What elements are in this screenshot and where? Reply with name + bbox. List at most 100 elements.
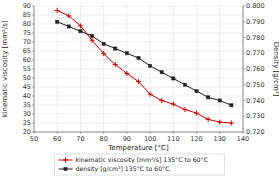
y2-tick-label: 0.760: [246, 65, 265, 73]
point: [124, 71, 129, 76]
point: [114, 47, 117, 50]
point: [101, 51, 106, 56]
point: [206, 117, 211, 122]
y-tick: [32, 33, 34, 34]
legend-marker: [63, 158, 68, 163]
point: [229, 121, 234, 126]
y2-tick-label: 0.770: [246, 49, 265, 57]
y-tick: [32, 123, 34, 124]
legend-entry: kinematic viscosity [mm²/s] 135°C to 60°…: [76, 156, 208, 164]
point: [207, 96, 210, 99]
y-tick-label: 65: [23, 47, 31, 55]
y-tick: [32, 24, 34, 25]
grid-line-y: [34, 87, 243, 88]
chart: 5060708090100110120130140202530354045505…: [0, 0, 279, 180]
grid-line-y: [34, 24, 243, 25]
y-tick: [32, 15, 34, 16]
y-tick: [32, 105, 34, 106]
x-tick-label: 70: [76, 135, 84, 143]
y2-tick-label: 0.720: [246, 128, 265, 136]
x-tick-label: 120: [190, 135, 202, 143]
grid-line-y: [34, 42, 243, 43]
y-tick: [32, 78, 34, 79]
point: [182, 107, 187, 112]
grid: [34, 6, 243, 132]
x-tick-label: 90: [123, 135, 131, 143]
x-tick-label: 80: [100, 135, 108, 143]
series: [55, 8, 234, 126]
series-line: [57, 11, 231, 124]
y-tick-label: 75: [23, 29, 31, 37]
point: [67, 25, 70, 28]
grid-line-y: [34, 105, 243, 106]
x-tick-label: 110: [167, 135, 179, 143]
point: [195, 89, 198, 92]
y-tick: [32, 69, 34, 70]
grid-line-y: [34, 123, 243, 124]
point: [171, 102, 176, 107]
y2-tick-label: 0.730: [246, 112, 265, 120]
y-tick-label: 50: [23, 74, 31, 82]
y2-tick: [243, 132, 245, 133]
y-tick-label: 35: [23, 101, 31, 109]
grid-line-y: [34, 96, 243, 97]
data: [55, 8, 234, 126]
point: [148, 92, 153, 97]
y2-tick-label: 0.740: [246, 97, 265, 105]
x-tick-label: 60: [53, 135, 61, 143]
legend-box: [55, 154, 225, 175]
y2-tick: [243, 69, 245, 70]
point: [217, 120, 222, 125]
y-tick-label: 70: [23, 38, 31, 46]
y-tick: [32, 60, 34, 61]
x-tick: [80, 132, 81, 134]
x-tick-label: 100: [144, 135, 156, 143]
y-tick-label: 90: [23, 2, 31, 10]
axes: 5060708090100110120130140202530354045505…: [23, 2, 265, 143]
point: [160, 71, 163, 74]
grid-line-y: [34, 33, 243, 34]
y2-tick-label: 0.780: [246, 34, 265, 42]
point: [230, 104, 233, 107]
series-line: [57, 22, 231, 105]
grid-line-y: [34, 51, 243, 52]
y-tick-label: 80: [23, 20, 31, 28]
y2-tick: [243, 21, 245, 22]
point: [56, 20, 59, 23]
x-axis-line: [34, 132, 243, 133]
point: [79, 30, 82, 33]
y-tick-label: 85: [23, 11, 31, 19]
point: [159, 98, 164, 103]
y-tick: [32, 114, 34, 115]
grid-line-y: [34, 78, 243, 79]
y-tick-label: 40: [23, 92, 31, 100]
y2-tick-label: 0.750: [246, 81, 265, 89]
y-tick-label: 30: [23, 110, 31, 118]
point: [113, 62, 118, 67]
y-tick-label: 60: [23, 56, 31, 64]
x-tick: [126, 132, 127, 134]
series: [56, 20, 233, 107]
point: [149, 64, 152, 67]
grid-line-y: [34, 114, 243, 115]
grid-line-y: [34, 6, 243, 7]
x-tick: [173, 132, 174, 134]
legend: kinematic viscosity [mm²/s] 135°C to 60°…: [55, 154, 225, 175]
legend-marker: [64, 167, 67, 170]
y2-tick: [243, 100, 245, 101]
y2-tick: [243, 116, 245, 117]
y-tick-label: 20: [23, 128, 31, 136]
point: [55, 8, 60, 13]
point: [90, 38, 95, 43]
y-tick: [32, 132, 34, 133]
x-tick: [196, 132, 197, 134]
y-tick: [32, 96, 34, 97]
y-tick-label: 55: [23, 65, 31, 73]
point: [194, 111, 199, 116]
point: [90, 34, 93, 37]
point: [125, 52, 128, 55]
x-tick-label: 130: [214, 135, 226, 143]
y-axis-label: kinematic viscosity [mm²/s]: [1, 20, 9, 117]
y-tick: [32, 42, 34, 43]
y-tick-label: 45: [23, 83, 31, 91]
